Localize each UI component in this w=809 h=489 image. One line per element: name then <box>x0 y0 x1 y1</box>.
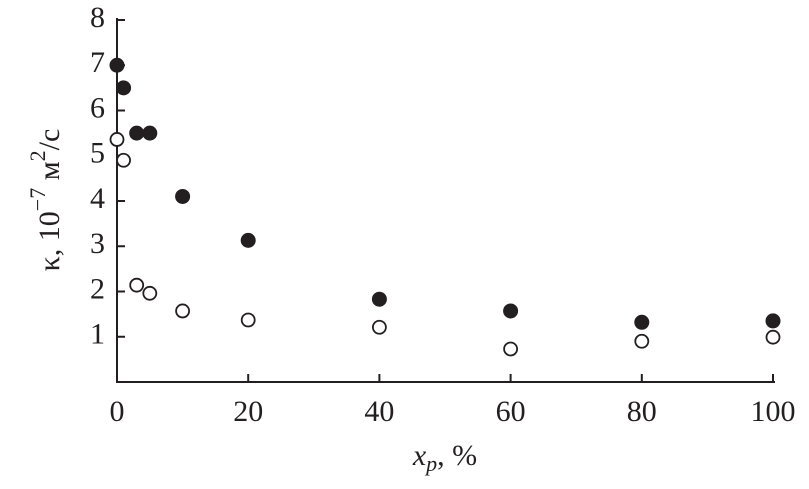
y-tick-label: 7 <box>90 46 105 79</box>
x-tick-label: 100 <box>751 395 796 428</box>
y-tick-label: 2 <box>90 272 105 305</box>
y-axis-label: κ, 10−7 м2/с <box>25 129 66 272</box>
scatter-point <box>142 285 158 301</box>
scatter-point <box>109 132 125 147</box>
scatter-point <box>116 80 132 96</box>
scatter-point <box>240 232 256 248</box>
y-tick-label: 6 <box>90 91 105 124</box>
y-tick-label: 4 <box>90 182 105 215</box>
y-label-part: /с <box>33 129 66 151</box>
scatter-point <box>503 303 519 319</box>
y-tick-label: 3 <box>90 227 105 260</box>
scatter-point <box>175 303 191 319</box>
scatter-point <box>634 314 650 330</box>
scatter-point <box>116 152 131 168</box>
scatter-point <box>765 329 781 345</box>
y-label-part: κ, 10 <box>33 211 66 271</box>
x-tick-label: 40 <box>364 395 394 428</box>
scatter-point <box>142 125 158 141</box>
scatter-point <box>371 319 387 335</box>
scatter-point <box>109 57 125 73</box>
scatter-point <box>634 333 650 349</box>
x-tick-label: 80 <box>627 395 657 428</box>
y-label-sup: 2 <box>25 150 50 161</box>
y-tick-label: 8 <box>90 1 105 34</box>
scatter-point <box>371 291 387 307</box>
x-tick-label: 20 <box>233 395 263 428</box>
y-tick-label: 5 <box>90 137 105 170</box>
scatter-point <box>503 341 519 357</box>
y-label-part: м <box>33 161 66 188</box>
scatter-point <box>240 312 256 328</box>
y-tick-label: 1 <box>90 318 105 351</box>
scatter-point <box>765 313 781 329</box>
x-tick-label: 0 <box>110 395 125 428</box>
scatter-point <box>175 188 191 204</box>
x-label-part: x <box>412 439 427 472</box>
y-label-sup: −7 <box>25 188 50 211</box>
scatter-point <box>129 277 145 293</box>
x-axis-label: xp, % <box>412 439 477 476</box>
x-label-sub: p <box>424 451 437 476</box>
x-label-part: , % <box>437 439 477 472</box>
x-tick-label: 60 <box>496 395 526 428</box>
scatter-point <box>129 125 145 141</box>
